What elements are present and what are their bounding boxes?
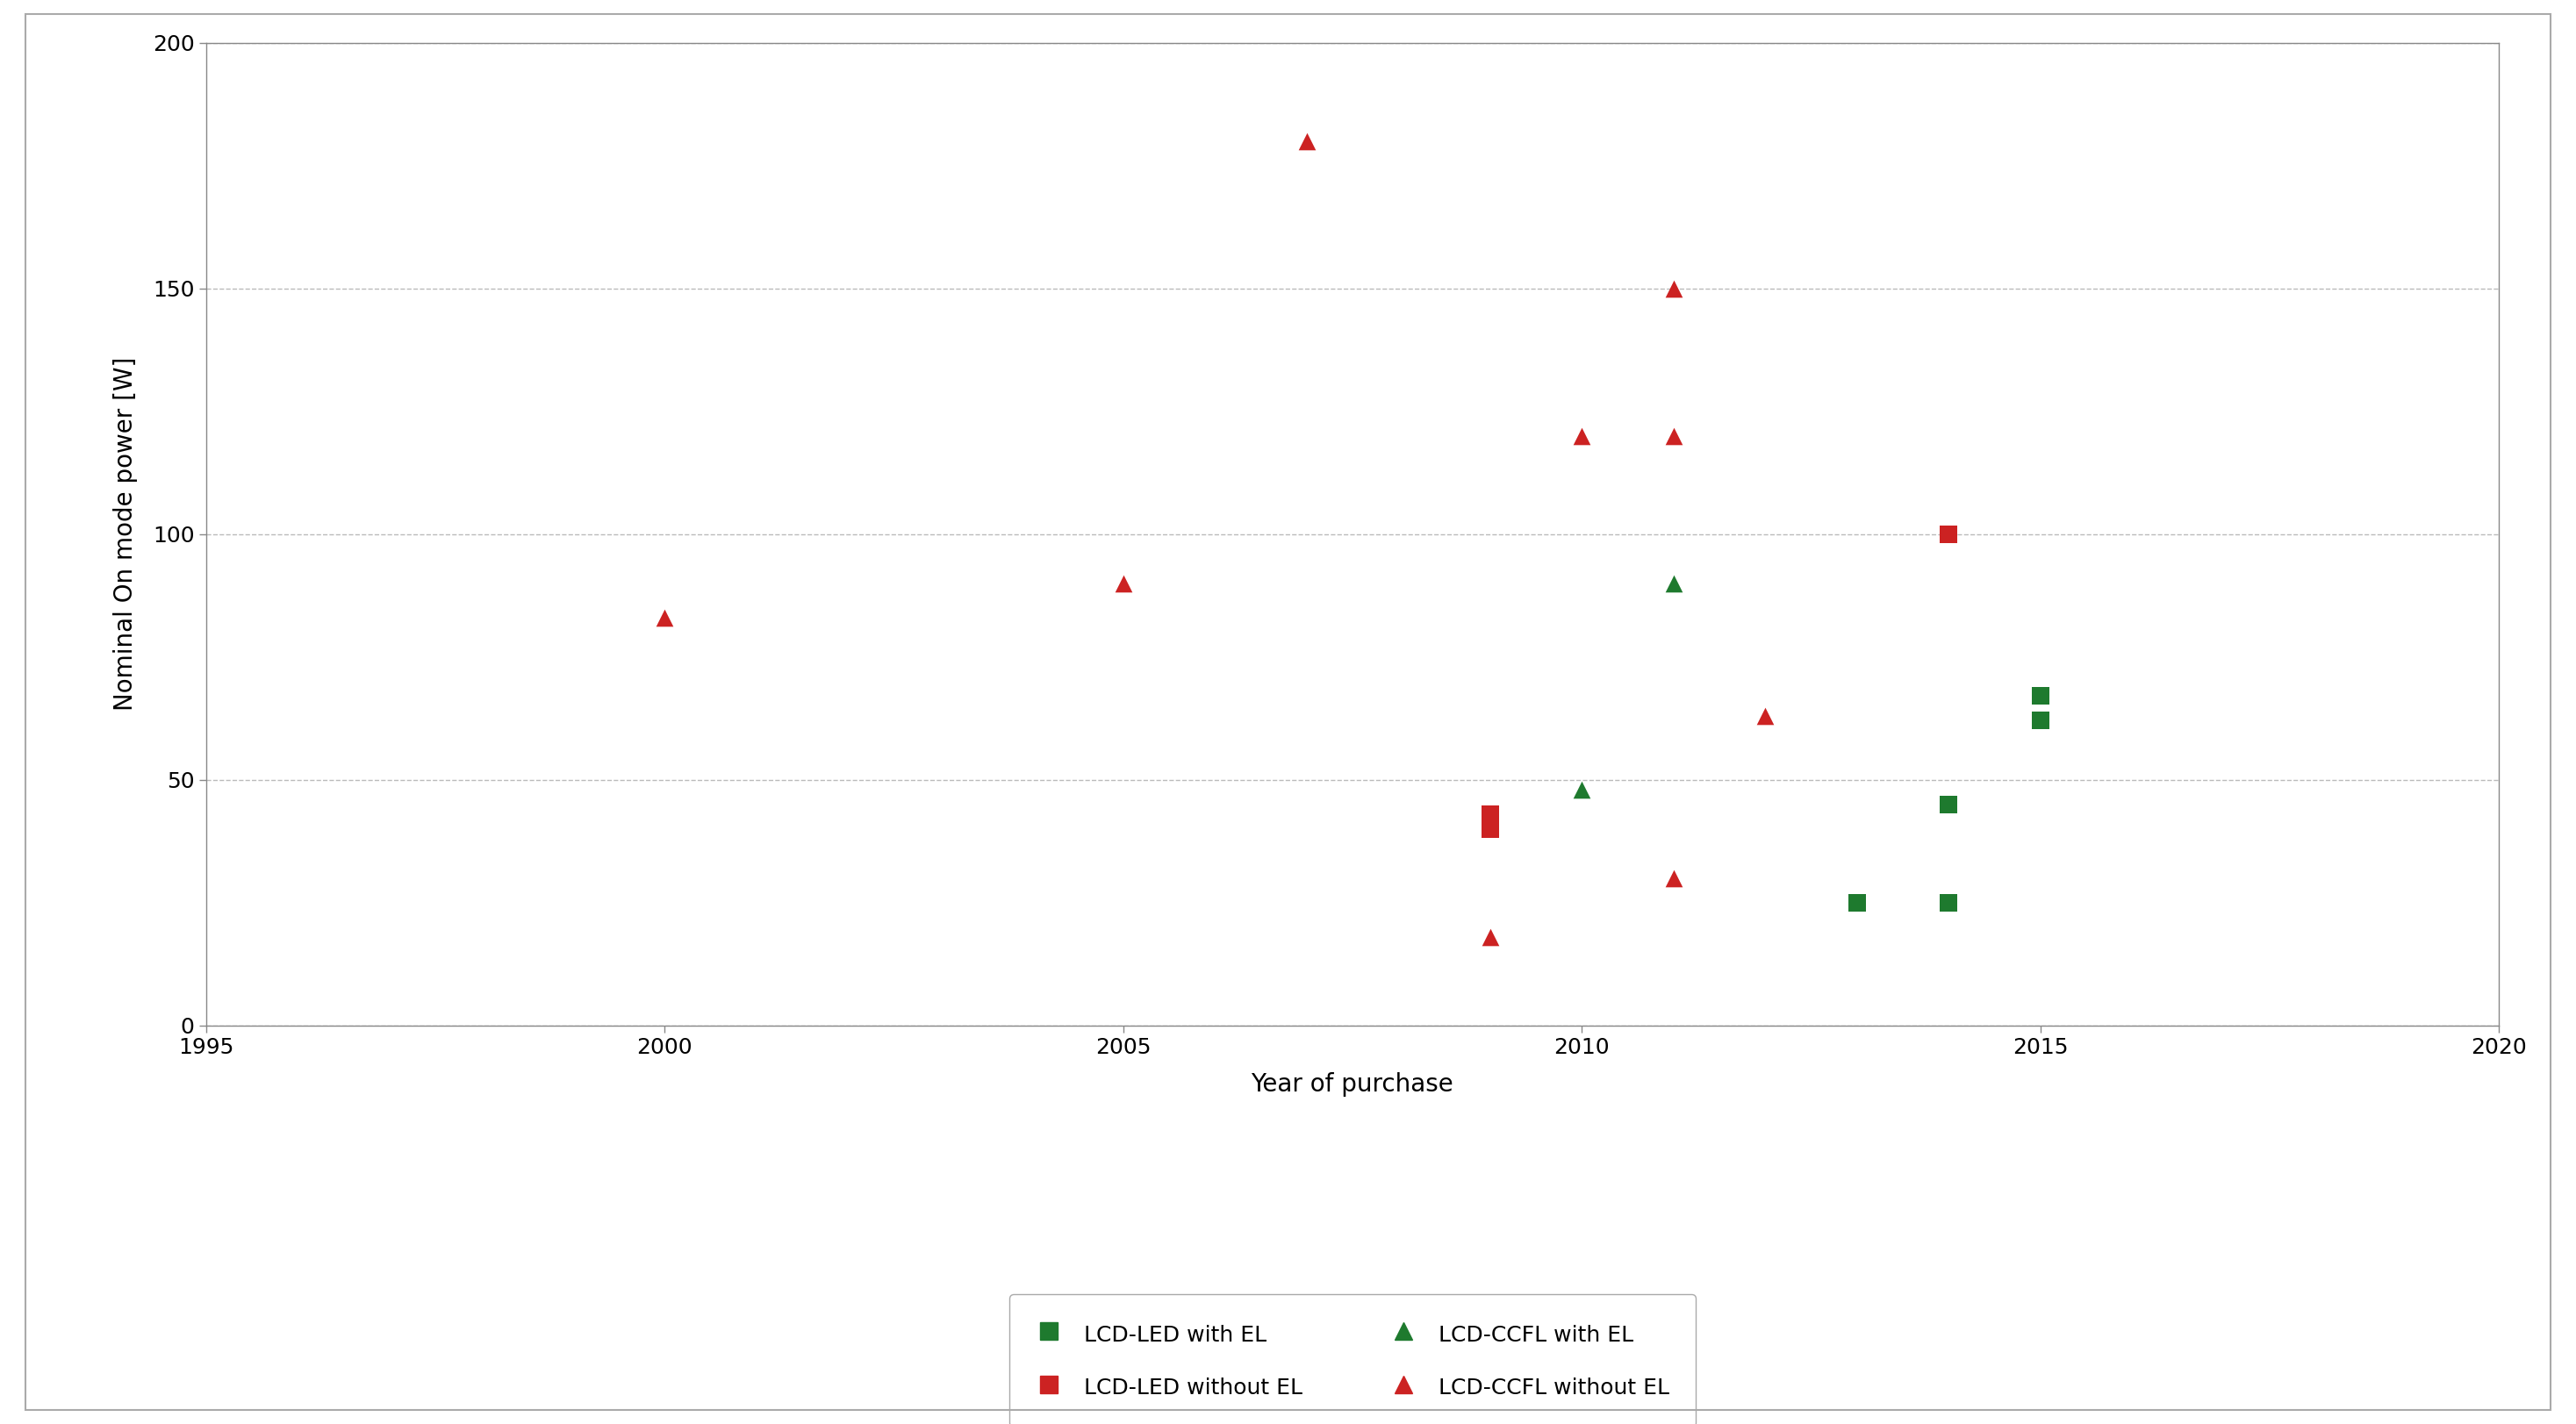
Point — [1654, 276, 1695, 300]
Point — [1285, 130, 1327, 152]
Point — [1654, 424, 1695, 447]
Point — [1103, 571, 1144, 595]
Point — [1654, 571, 1695, 595]
Point — [1927, 891, 1968, 914]
Legend: LCD-LED with EL, LCD-LED without EL, LCD-CCFL with EL, LCD-CCFL without EL: LCD-LED with EL, LCD-LED without EL, LCD… — [1010, 1294, 1695, 1424]
Y-axis label: Nominal On mode power [W]: Nominal On mode power [W] — [113, 357, 139, 711]
Point — [644, 607, 685, 629]
Point — [1561, 424, 1602, 447]
Point — [2020, 685, 2061, 708]
Point — [1468, 803, 1510, 826]
Point — [1561, 778, 1602, 800]
X-axis label: Year of purchase: Year of purchase — [1252, 1072, 1453, 1096]
Point — [1744, 705, 1785, 728]
Point — [1927, 523, 1968, 545]
Point — [1468, 817, 1510, 840]
Point — [1654, 866, 1695, 889]
Point — [1927, 793, 1968, 816]
Point — [1837, 891, 1878, 914]
Point — [2020, 709, 2061, 732]
Point — [1468, 926, 1510, 948]
